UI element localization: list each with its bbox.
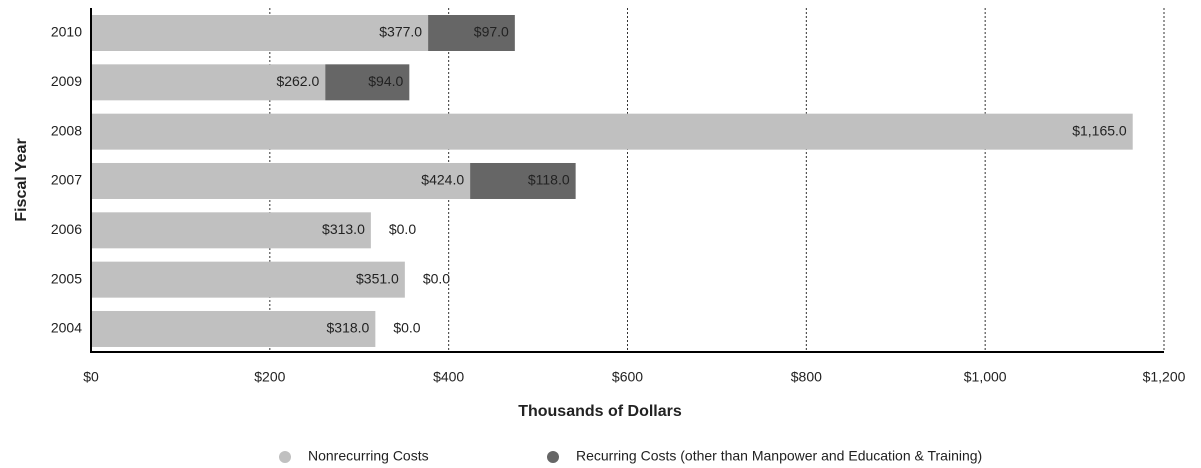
y-tick-label: 2009 [51,73,82,89]
data-label: $262.0 [276,73,319,89]
legend-marker [279,451,291,463]
y-tick-label: 2007 [51,172,82,188]
bar-segment [91,162,471,199]
legend-marker [547,451,559,463]
x-tick-label: $200 [254,369,285,385]
x-tick-label: $600 [612,369,643,385]
data-label: $97.0 [474,24,509,40]
y-axis-label: Fiscal Year [13,138,30,221]
data-label: $118.0 [528,172,570,188]
bar-segment [91,15,429,51]
bar-segment [428,15,515,51]
bar-segment [91,261,405,298]
y-tick-label: 2006 [51,221,82,237]
x-tick-label: $1,200 [1143,369,1186,385]
data-label: $0.0 [423,270,450,286]
x-axis-label: Thousands of Dollars [518,403,682,420]
legend-label: Nonrecurring Costs [308,448,429,464]
bar-segment [91,64,326,101]
y-tick-label: 2008 [51,122,82,138]
bar-segment [325,64,410,101]
x-tick-label: $400 [433,369,464,385]
data-label: $377.0 [379,24,422,40]
data-label: $351.0 [356,270,399,286]
data-label: $94.0 [368,73,403,89]
bar-segment [91,310,376,347]
x-tick-label: $800 [791,369,822,385]
y-tick-label: 2010 [51,24,82,40]
x-tick-label: $1,000 [964,369,1007,385]
data-label: $0.0 [389,221,416,237]
x-tick-label: $0 [83,369,99,385]
y-tick-label: 2005 [51,270,82,286]
legend-label: Recurring Costs (other than Manpower and… [576,448,982,464]
data-label: $424.0 [421,172,464,188]
data-label: $0.0 [393,320,420,336]
bar-segment [91,212,371,249]
bar-segment [91,113,1133,150]
data-label: $318.0 [327,320,370,336]
data-label: $313.0 [322,221,365,237]
y-tick-label: 2004 [51,320,82,336]
bar-segment [470,162,576,199]
data-label: $1,165.0 [1072,122,1127,138]
